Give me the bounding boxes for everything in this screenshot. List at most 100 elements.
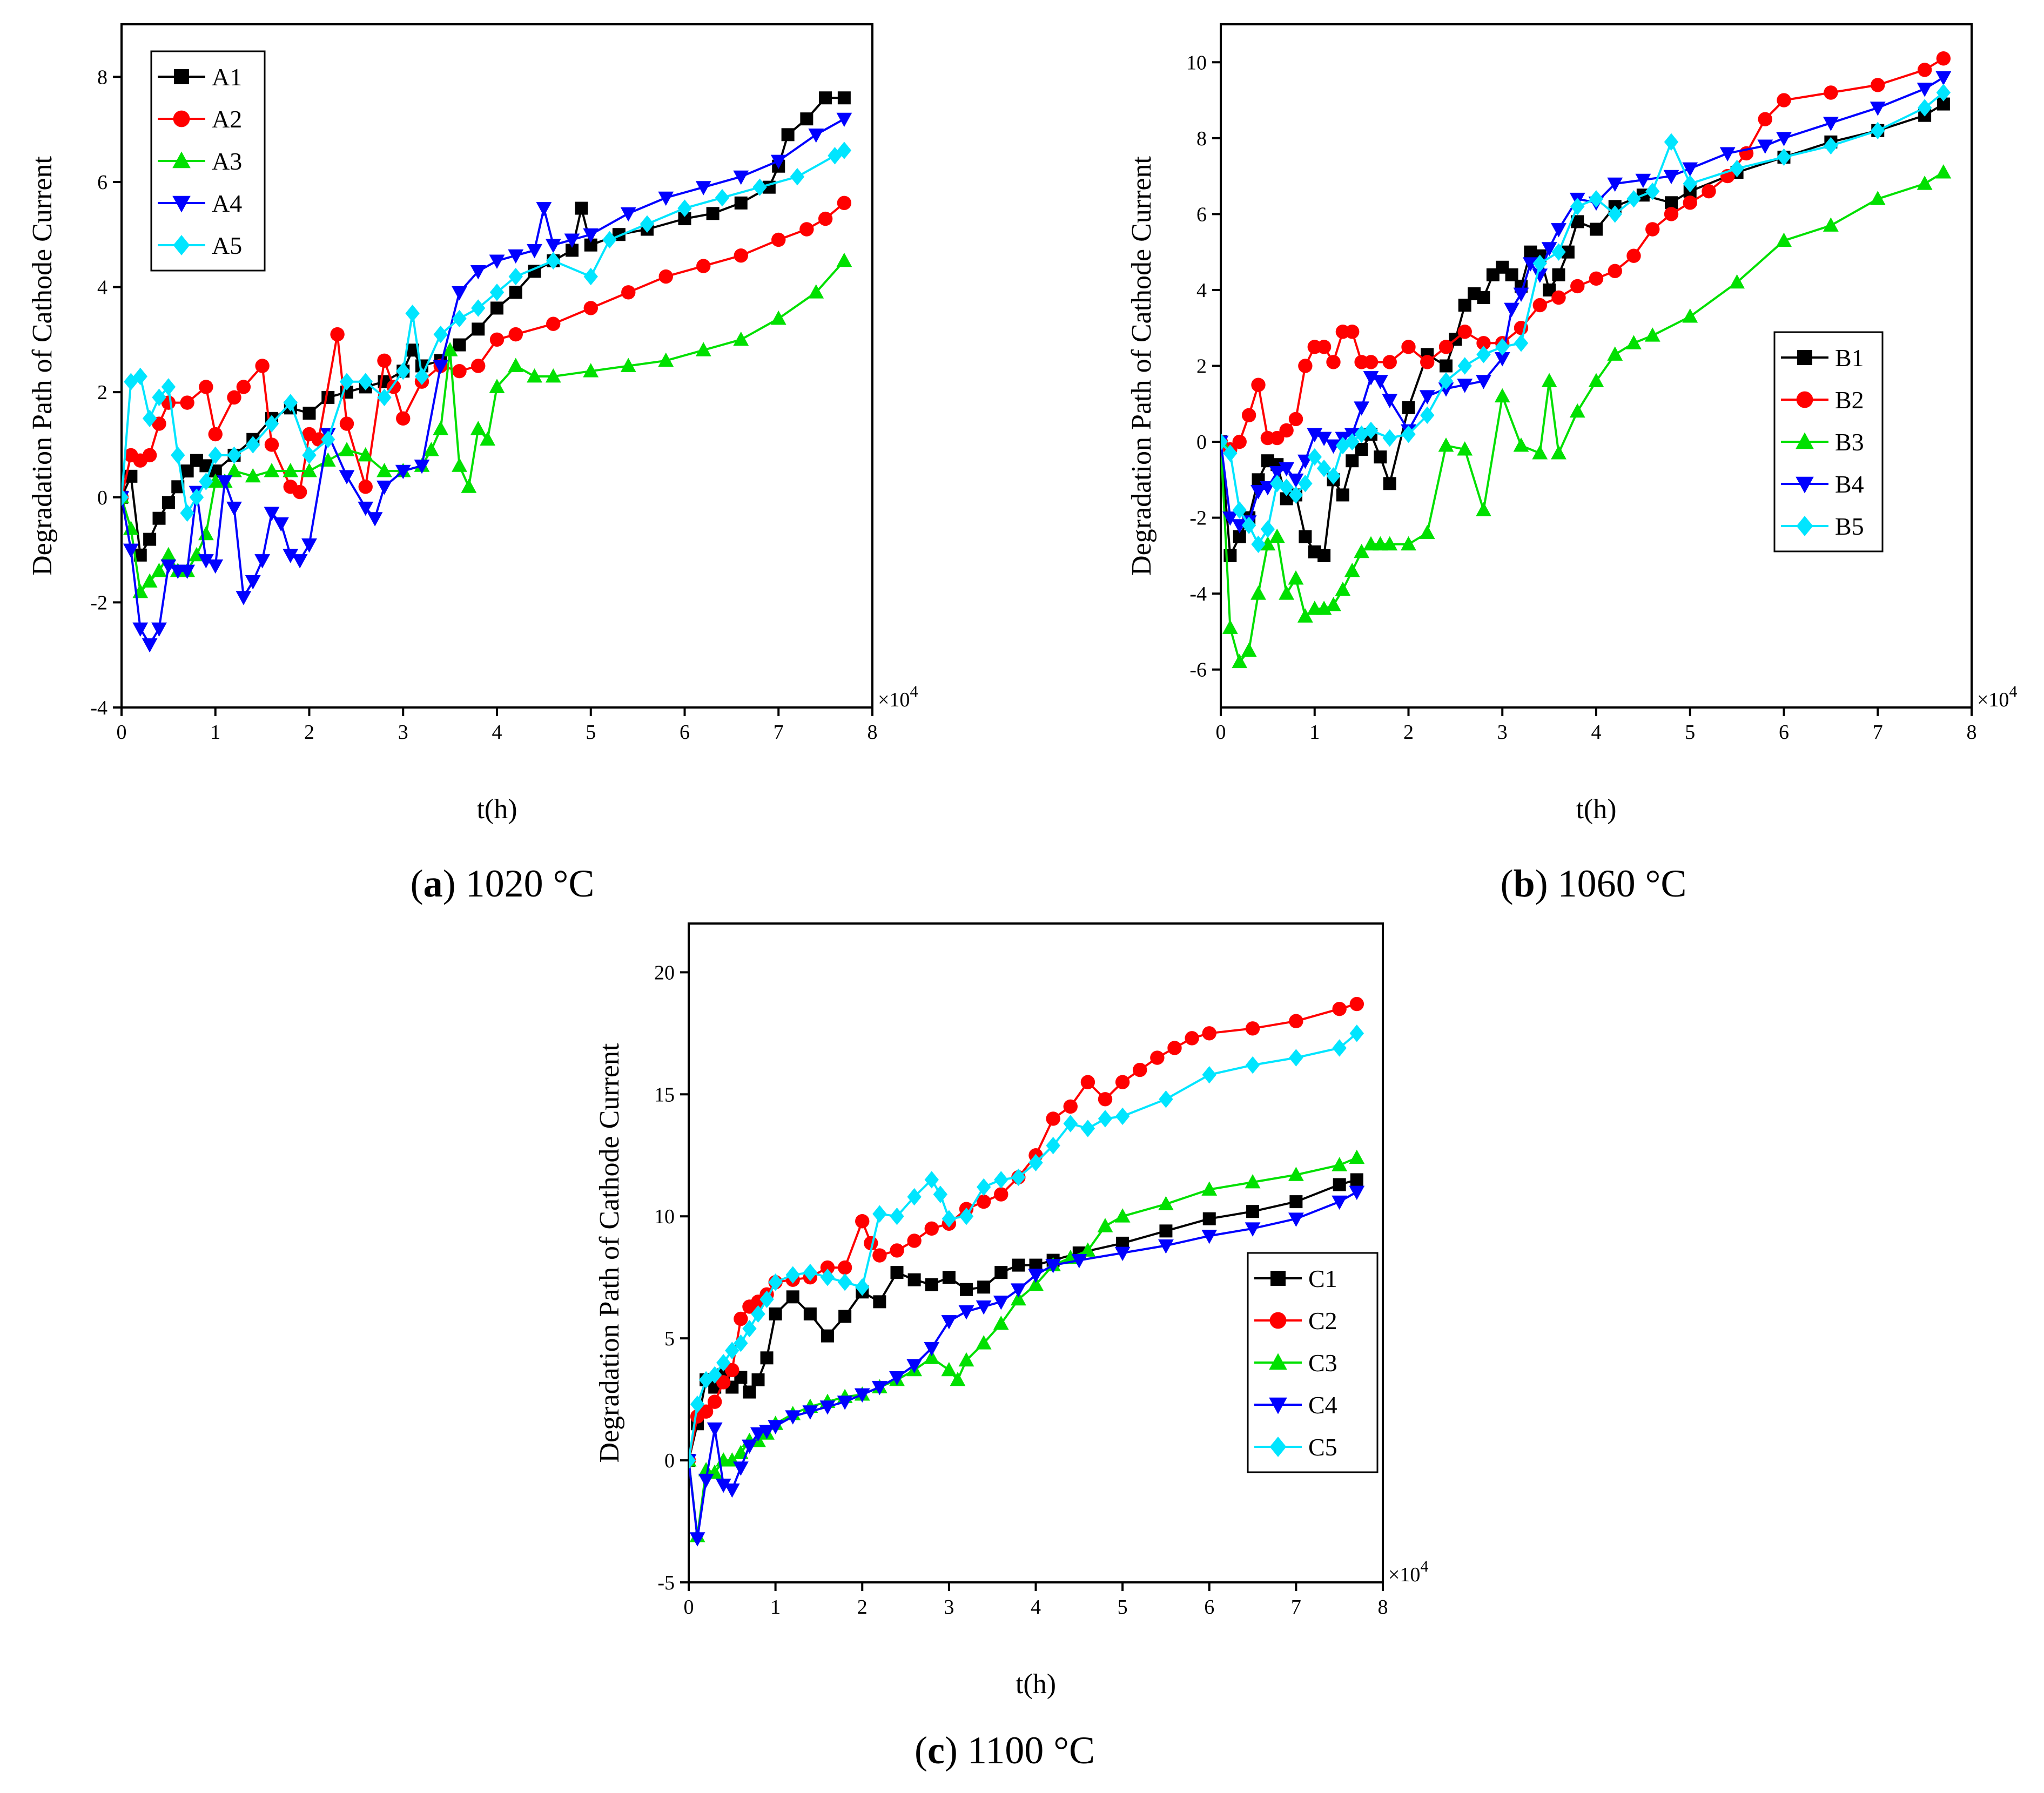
data-point-a2 bbox=[180, 395, 194, 410]
data-point-c2 bbox=[716, 1375, 731, 1390]
series-a2 bbox=[122, 196, 852, 504]
data-point-a3 bbox=[423, 442, 439, 456]
data-point-a5 bbox=[189, 488, 204, 506]
data-point-c1 bbox=[907, 1273, 921, 1286]
legend-marker bbox=[173, 110, 190, 127]
data-point-b4 bbox=[1476, 375, 1491, 389]
data-point-b2 bbox=[1570, 279, 1585, 294]
data-point-b3 bbox=[1316, 601, 1332, 615]
data-point-a2 bbox=[330, 327, 345, 342]
x-tick-label: 5 bbox=[586, 721, 596, 744]
legend-item-a4: A4 bbox=[158, 190, 242, 217]
data-point-c2 bbox=[1245, 1021, 1260, 1036]
data-point-b3 bbox=[1260, 536, 1276, 551]
data-point-b2 bbox=[1758, 112, 1772, 126]
data-point-c4 bbox=[707, 1422, 723, 1437]
data-point-a2 bbox=[292, 484, 307, 500]
data-point-a2 bbox=[255, 359, 270, 373]
data-point-a5 bbox=[396, 362, 411, 380]
x-tick-label: 2 bbox=[304, 721, 314, 744]
data-point-c5 bbox=[933, 1185, 948, 1203]
data-point-c3 bbox=[1097, 1218, 1113, 1232]
data-point-b2 bbox=[1316, 340, 1332, 354]
data-point-c4 bbox=[724, 1483, 740, 1498]
data-point-a1 bbox=[133, 548, 147, 562]
data-point-c1 bbox=[1202, 1212, 1216, 1225]
y-axis-label: Degradation Path of Cathode Current bbox=[1126, 156, 1157, 575]
data-point-b4 bbox=[1757, 139, 1773, 154]
data-point-b5 bbox=[1345, 433, 1360, 451]
data-point-b3 bbox=[1541, 373, 1557, 388]
data-point-b5 bbox=[1270, 475, 1285, 493]
data-point-a5 bbox=[358, 373, 373, 390]
data-point-c4 bbox=[1349, 1185, 1365, 1201]
data-point-c2 bbox=[1349, 996, 1364, 1012]
data-point-b5 bbox=[1683, 174, 1697, 193]
data-point-c4 bbox=[889, 1371, 905, 1386]
data-point-a4 bbox=[264, 507, 280, 521]
caption-a: (a) 1020 °C bbox=[411, 862, 595, 905]
data-point-a2 bbox=[734, 248, 748, 263]
data-point-b3 bbox=[1354, 543, 1370, 558]
data-point-a4 bbox=[123, 543, 139, 558]
data-point-c1 bbox=[942, 1271, 956, 1284]
data-point-a4 bbox=[508, 249, 524, 264]
x-multiplier-exponent: 4 bbox=[2009, 683, 2017, 700]
data-point-b2 bbox=[1589, 271, 1604, 286]
data-point-b2 bbox=[1457, 325, 1472, 339]
data-point-c3 bbox=[1010, 1291, 1026, 1306]
data-point-a5 bbox=[124, 373, 138, 390]
data-point-a3 bbox=[433, 421, 449, 435]
data-point-a1 bbox=[819, 91, 832, 105]
data-point-b2 bbox=[1345, 325, 1360, 339]
data-point-a1 bbox=[734, 196, 748, 210]
data-point-a5 bbox=[339, 373, 354, 390]
data-point-c5 bbox=[1202, 1066, 1216, 1084]
data-point-a3 bbox=[245, 468, 261, 483]
legend: B1 B2 B3 B4 B5 bbox=[1773, 331, 1884, 552]
y-tick-label: 10 bbox=[1186, 51, 1207, 74]
x-axis-label: t(h) bbox=[1576, 794, 1616, 825]
data-point-b4 bbox=[1541, 242, 1557, 257]
data-point-b3 bbox=[1551, 445, 1566, 460]
data-point-a3 bbox=[695, 342, 711, 356]
data-point-b5 bbox=[1476, 346, 1491, 363]
caption-c-letter: c bbox=[927, 1729, 945, 1772]
y-tick-label: -6 bbox=[1189, 659, 1207, 682]
data-point-b2 bbox=[1279, 423, 1294, 438]
data-point-b5 bbox=[1438, 372, 1454, 390]
data-point-a3 bbox=[620, 358, 636, 372]
legend-label: A1 bbox=[212, 63, 242, 91]
data-point-c5 bbox=[1289, 1049, 1303, 1067]
data-point-b5 bbox=[1664, 133, 1679, 151]
data-point-b2 bbox=[1702, 184, 1716, 199]
data-point-b3 bbox=[1222, 619, 1238, 634]
data-point-a5 bbox=[471, 299, 486, 317]
data-point-c2 bbox=[994, 1187, 1008, 1202]
data-point-c4 bbox=[1332, 1195, 1348, 1210]
legend-label: C4 bbox=[1308, 1391, 1337, 1419]
data-point-a5 bbox=[715, 188, 730, 207]
data-point-a5 bbox=[142, 409, 157, 428]
data-point-b1 bbox=[1440, 359, 1453, 373]
data-point-c3 bbox=[993, 1316, 1009, 1330]
data-point-a4 bbox=[273, 517, 289, 532]
data-point-b2 bbox=[1824, 85, 1838, 100]
data-point-b5 bbox=[1260, 520, 1275, 538]
data-point-b2 bbox=[1532, 298, 1547, 313]
data-point-b5 bbox=[1221, 433, 1228, 451]
data-point-b3 bbox=[1438, 437, 1454, 452]
data-point-b2 bbox=[1645, 222, 1660, 237]
data-point-a2 bbox=[546, 316, 561, 331]
data-point-b4 bbox=[1494, 352, 1510, 367]
data-point-a2 bbox=[396, 411, 411, 426]
legend-item-c1: C1 bbox=[1254, 1265, 1337, 1292]
data-point-b4 bbox=[1419, 390, 1435, 405]
data-point-a3 bbox=[461, 478, 477, 493]
data-point-c5 bbox=[725, 1342, 739, 1359]
x-tick-label: 4 bbox=[1591, 721, 1602, 744]
data-point-a4 bbox=[254, 554, 271, 569]
y-tick-label: -2 bbox=[90, 591, 107, 614]
data-point-c1 bbox=[838, 1310, 852, 1323]
x-axis-label: t(h) bbox=[1016, 1669, 1056, 1700]
